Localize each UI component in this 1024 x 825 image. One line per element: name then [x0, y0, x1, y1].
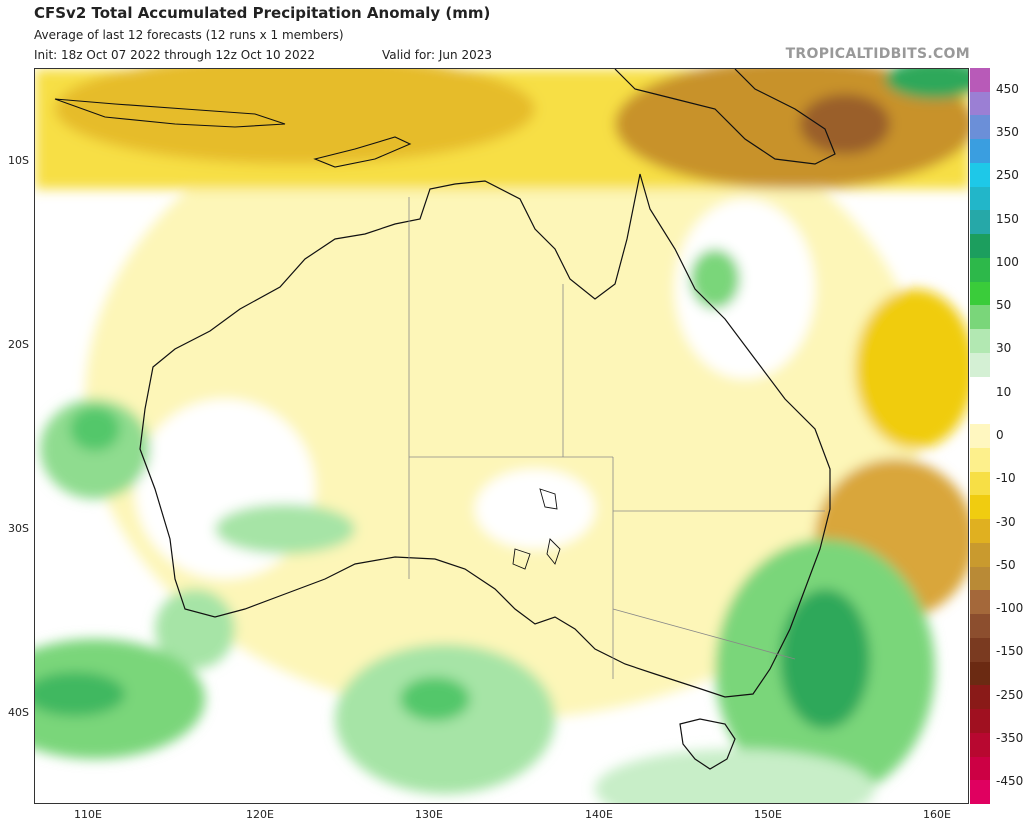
colorbar-segment — [970, 115, 990, 140]
qld-neutral — [675, 199, 815, 379]
tasmania-coastline — [679, 718, 736, 770]
colorbar-segment — [970, 257, 990, 283]
colorbar-segment — [970, 637, 990, 663]
lat-label-40s: 40S — [8, 706, 29, 719]
colorbar-segment — [970, 162, 990, 188]
colorbar-segment — [970, 400, 990, 425]
colorbar-label: 100 — [996, 254, 1019, 269]
colorbar-segment — [970, 91, 990, 116]
colorbar-segment — [970, 234, 990, 259]
lon-label-120e: 120E — [246, 808, 274, 821]
colorbar-segment — [970, 566, 990, 591]
southwest-ocean-core — [35, 672, 125, 716]
sw-wa-wet — [155, 589, 235, 669]
inland-lakes — [512, 488, 561, 570]
lesser-sunda-coastline — [54, 98, 286, 128]
sa-neutral — [475, 469, 595, 549]
colorbar-label: -250 — [996, 687, 1024, 702]
colorbar-segment — [970, 447, 990, 473]
lat-label-20s: 20S — [8, 338, 29, 351]
colorbar-segment — [970, 542, 990, 568]
init-range: Init: 18z Oct 07 2022 through 12z Oct 10… — [34, 48, 315, 62]
colorbar-label: -100 — [996, 601, 1024, 616]
map-svg — [35, 69, 968, 803]
site-brand: TROPICALTIDBITS.COM — [785, 46, 970, 62]
colorbar-label: 0 — [996, 428, 1004, 442]
colorbar-segment — [970, 685, 990, 710]
far-ne-wet — [885, 69, 968, 99]
anomaly-map — [34, 68, 969, 804]
lon-label-130e: 130E — [415, 808, 443, 821]
lon-label-140e: 140E — [585, 808, 613, 821]
bight-wet-core — [400, 677, 470, 721]
colorbar-segment — [970, 424, 990, 449]
coral-sea-dry — [855, 289, 968, 449]
colorbar-segment — [970, 495, 990, 520]
lon-label-110e: 110E — [74, 808, 102, 821]
colorbar-label: 50 — [996, 298, 1012, 313]
colorbar-segment — [970, 519, 990, 544]
colorbar-label: 10 — [996, 384, 1012, 399]
new-guinea-coastline — [614, 69, 836, 165]
colorbar-label: 350 — [996, 124, 1019, 139]
colorbar-label: 450 — [996, 81, 1019, 96]
colorbar-segment — [970, 186, 990, 211]
chart-title: CFSv2 Total Accumulated Precipitation An… — [34, 4, 491, 22]
state-borders — [408, 197, 825, 679]
tasman-wet-core — [780, 589, 870, 729]
colorbar-label: 150 — [996, 211, 1019, 226]
colorbar-segment — [970, 305, 990, 330]
anomaly-fields — [35, 69, 968, 803]
colorbar-segment — [970, 471, 990, 496]
colorbar-segment — [970, 139, 990, 164]
colorbar-label: -350 — [996, 731, 1024, 746]
west-ocean-wet-core — [70, 407, 120, 451]
colorbar-segment — [970, 661, 990, 686]
southern-wet — [595, 749, 875, 803]
colorbar-segment — [970, 709, 990, 734]
colorbar-segment — [970, 590, 990, 615]
new-guinea-core — [800, 94, 890, 154]
colorbar-label: -30 — [996, 514, 1016, 529]
colorbar-segment — [970, 281, 990, 306]
qld-wet — [690, 249, 740, 309]
colorbar-segment — [970, 352, 990, 378]
colorbar-segment — [970, 68, 990, 93]
colorbar-segment — [970, 210, 990, 235]
colorbar-segment — [970, 732, 990, 757]
new-guinea-dry — [615, 69, 968, 189]
colorbar-segment — [970, 780, 990, 805]
lat-label-30s: 30S — [8, 522, 29, 535]
valid-date: Valid for: Jun 2023 — [382, 48, 492, 62]
colorbar-label: -10 — [996, 471, 1016, 486]
colorbar-segment — [970, 329, 990, 354]
australia-coastline — [139, 173, 831, 698]
chart-subtitle: Average of last 12 forecasts (12 runs x … — [34, 28, 344, 42]
indonesia-dry — [55, 69, 535, 164]
colorbar-label: -150 — [996, 644, 1024, 659]
wa-inland-wet — [215, 504, 355, 554]
colorbar-segment — [970, 614, 990, 639]
colorbar-label: 250 — [996, 168, 1019, 183]
lat-label-10s: 10S — [8, 154, 29, 167]
colorbar-label: -50 — [996, 557, 1016, 572]
timor-coastline — [313, 136, 412, 168]
colorbar-segment — [970, 756, 990, 781]
colorbar-label: -450 — [996, 774, 1024, 789]
lon-label-160e: 160E — [923, 808, 951, 821]
colorbar-segment — [970, 376, 990, 401]
colorbar-label: 30 — [996, 341, 1012, 356]
colorbar — [970, 68, 990, 805]
lon-label-150e: 150E — [754, 808, 782, 821]
